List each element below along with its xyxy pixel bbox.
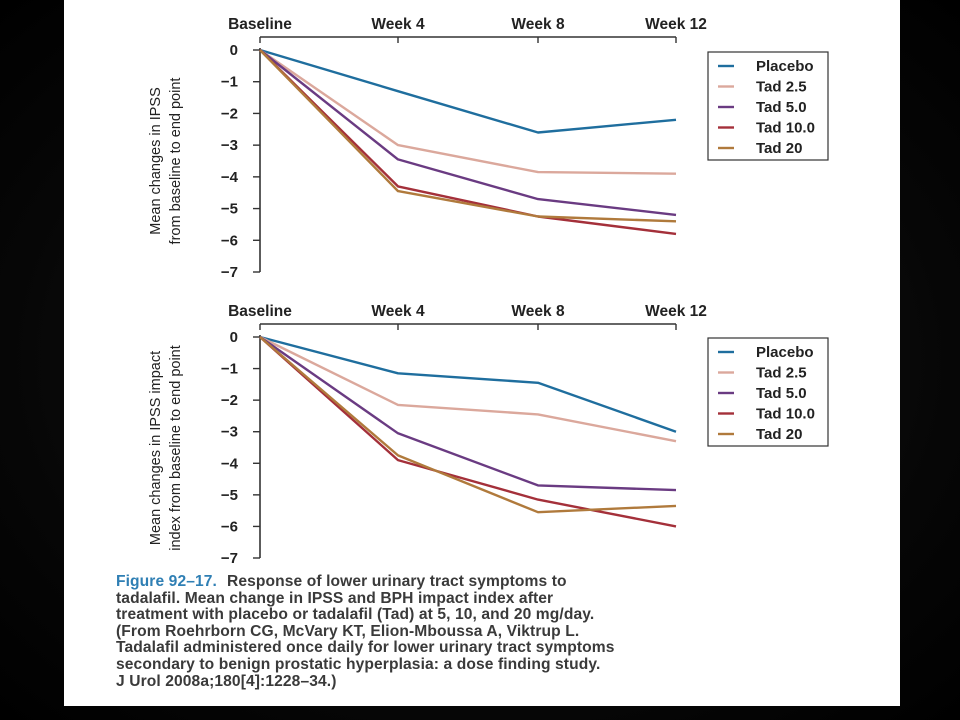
legend-label: Placebo bbox=[756, 344, 814, 361]
y-axis-label: from baseline to end point bbox=[168, 78, 184, 245]
y-tick-label: −3 bbox=[221, 424, 238, 441]
legend-label: Tad 10.0 bbox=[756, 406, 815, 423]
series-line-tad-10-0 bbox=[259, 49, 677, 236]
legend-label: Tad 20 bbox=[756, 140, 802, 157]
series-line-placebo bbox=[259, 48, 677, 134]
y-tick-label: −2 bbox=[221, 105, 238, 122]
series-line-tad-2-5 bbox=[259, 335, 677, 443]
x-tick-label: Week 8 bbox=[511, 303, 565, 320]
series-line-tad-10-0 bbox=[259, 336, 677, 528]
charts-svg: Baseline Week 4 Week 8 Week 12 0 −1 −2 −3 −4 −5 −6… bbox=[148, 16, 829, 567]
y-tick-label: −5 bbox=[221, 201, 238, 218]
y-tick-label: −4 bbox=[221, 169, 239, 186]
y-tick-label: 0 bbox=[230, 42, 238, 59]
x-tick-label: Week 4 bbox=[371, 16, 425, 33]
y-tick-label: −3 bbox=[221, 137, 238, 154]
y-tick-label: −7 bbox=[221, 550, 238, 567]
series-line-tad-5-0 bbox=[259, 49, 677, 217]
chart-2: Baseline Week 4 Week 8 Week 12 0 −1 −2 −3 −4 −5 −6… bbox=[148, 303, 829, 567]
y-tick-label: −7 bbox=[221, 264, 238, 281]
series-line-placebo bbox=[259, 335, 677, 433]
caption-line-1: Figure 92–17. Response of lower urinary t… bbox=[116, 573, 876, 591]
series-line-tad-20 bbox=[259, 336, 677, 514]
legend-label: Placebo bbox=[756, 58, 814, 75]
chart-1: Baseline Week 4 Week 8 Week 12 0 −1 −2 −3 −4 −5 −6… bbox=[148, 16, 829, 281]
y-tick-label: −5 bbox=[221, 487, 238, 504]
legend-label: Tad 2.5 bbox=[756, 79, 807, 96]
figure-panel: Baseline Week 4 Week 8 Week 12 0 −1 −2 −3 −4 −5 −6… bbox=[64, 0, 900, 706]
figure-label: Figure 92–17. bbox=[116, 573, 217, 590]
legend-label: Tad 2.5 bbox=[756, 365, 807, 382]
y-tick-label: −2 bbox=[221, 392, 238, 409]
x-tick-label: Week 4 bbox=[371, 303, 425, 320]
series-line-tad-20 bbox=[259, 49, 677, 223]
x-tick-label: Baseline bbox=[228, 303, 292, 320]
y-axis-label: index from baseline to end point bbox=[168, 345, 184, 551]
legend-label: Tad 5.0 bbox=[756, 99, 807, 116]
x-tick-label: Week 12 bbox=[645, 16, 707, 33]
caption-line-4: (From Roehrborn CG, McVary KT, Elion-Mbo… bbox=[116, 622, 580, 640]
legend-label: Tad 5.0 bbox=[756, 385, 807, 402]
caption-line-2: tadalafil. Mean change in IPSS and BPH i… bbox=[116, 589, 554, 607]
legend-label: Tad 20 bbox=[756, 426, 802, 443]
legend: Placebo Tad 2.5 Tad 5.0 Tad 10.0 Tad 20 bbox=[707, 337, 829, 447]
legend: Placebo Tad 2.5 Tad 5.0 Tad 10.0 Tad 20 bbox=[707, 51, 829, 161]
y-tick-label: −1 bbox=[221, 74, 238, 91]
caption-line-6: secondary to benign prostatic hyperplasi… bbox=[116, 655, 601, 673]
y-tick-label: −6 bbox=[221, 232, 238, 249]
y-tick-label: 0 bbox=[230, 329, 238, 346]
y-tick-label: −1 bbox=[221, 361, 238, 378]
x-tick-label: Week 12 bbox=[645, 303, 707, 320]
caption-line-5: Tadalafil administered once daily for lo… bbox=[116, 639, 615, 657]
caption-text: Response of lower urinary tract symptoms… bbox=[226, 573, 567, 590]
x-tick-label: Week 8 bbox=[511, 16, 565, 33]
series-line-tad-5-0 bbox=[259, 336, 677, 492]
series-line-tad-2-5 bbox=[259, 49, 677, 175]
caption-line-7: J Urol 2008a;180[4]:1228–34.) bbox=[116, 672, 337, 690]
y-tick-label: −6 bbox=[221, 518, 238, 535]
y-axis-label: Mean changes in IPSS bbox=[148, 87, 164, 235]
figure-caption: Figure 92–17. Response of lower urinary t… bbox=[116, 573, 876, 690]
caption-line-3: treatment with placebo or tadalafil (Tad… bbox=[116, 606, 595, 624]
y-axis-label: Mean changes in IPSS impact bbox=[148, 351, 164, 545]
legend-label: Tad 10.0 bbox=[756, 120, 815, 137]
x-tick-label: Baseline bbox=[228, 16, 292, 33]
y-tick-label: −4 bbox=[221, 455, 239, 472]
